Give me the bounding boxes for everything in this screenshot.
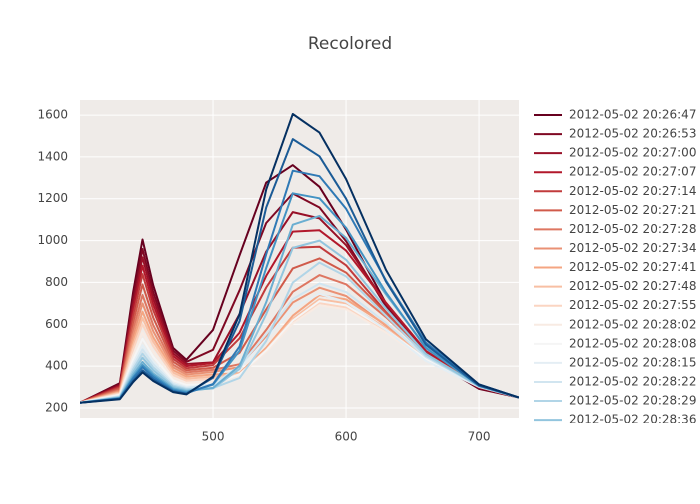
x-tick-label: 500 bbox=[202, 430, 225, 444]
y-tick-label: 800 bbox=[45, 275, 68, 289]
legend-label: 2012-05-02 20:28:08 bbox=[569, 336, 696, 350]
legend-label: 2012-05-02 20:28:29 bbox=[569, 394, 696, 408]
y-tick-label: 600 bbox=[45, 317, 68, 331]
legend-label: 2012-05-02 20:27:21 bbox=[569, 203, 696, 217]
x-tick-label: 700 bbox=[468, 430, 491, 444]
legend-label: 2012-05-02 20:27:48 bbox=[569, 279, 696, 293]
legend-label: 2012-05-02 20:27:55 bbox=[569, 298, 696, 312]
legend-label: 2012-05-02 20:27:07 bbox=[569, 165, 696, 179]
legend-label: 2012-05-02 20:27:41 bbox=[569, 260, 696, 274]
x-tick-label: 600 bbox=[335, 430, 358, 444]
legend-label: 2012-05-02 20:28:15 bbox=[569, 355, 696, 369]
y-tick-label: 400 bbox=[45, 359, 68, 373]
legend-label: 2012-05-02 20:27:34 bbox=[569, 241, 696, 255]
tick-labels: 200 400 600 800 1000 1200 1400 1600 500 600 700 bbox=[37, 108, 490, 444]
series-line bbox=[80, 192, 519, 404]
series-line bbox=[80, 261, 519, 404]
legend-label: 2012-05-02 20:27:00 bbox=[569, 146, 696, 160]
legend: 2012-05-02 20:26:47 2012-05-02 20:26:53 20… bbox=[534, 108, 696, 427]
y-tick-label: 1200 bbox=[37, 191, 68, 205]
legend-label: 2012-05-02 20:28:36 bbox=[569, 413, 696, 427]
chart-title: Recolored bbox=[308, 34, 392, 54]
legend-label: 2012-05-02 20:27:14 bbox=[569, 184, 696, 198]
series-line bbox=[80, 229, 519, 404]
series-line bbox=[80, 138, 519, 404]
legend-label: 2012-05-02 20:26:47 bbox=[569, 108, 696, 122]
series-line bbox=[80, 113, 519, 404]
y-tick-label: 200 bbox=[45, 400, 68, 414]
legend-label: 2012-05-02 20:26:53 bbox=[569, 127, 696, 141]
y-tick-label: 1600 bbox=[37, 108, 68, 122]
y-tick-label: 1400 bbox=[37, 149, 68, 163]
y-tick-label: 1000 bbox=[37, 233, 68, 247]
legend-label: 2012-05-02 20:28:22 bbox=[569, 374, 696, 388]
series-line bbox=[80, 257, 519, 404]
legend-label: 2012-05-02 20:27:28 bbox=[569, 222, 696, 236]
legend-label: 2012-05-02 20:28:02 bbox=[569, 317, 696, 331]
lines bbox=[80, 113, 519, 404]
series-line bbox=[80, 239, 519, 404]
